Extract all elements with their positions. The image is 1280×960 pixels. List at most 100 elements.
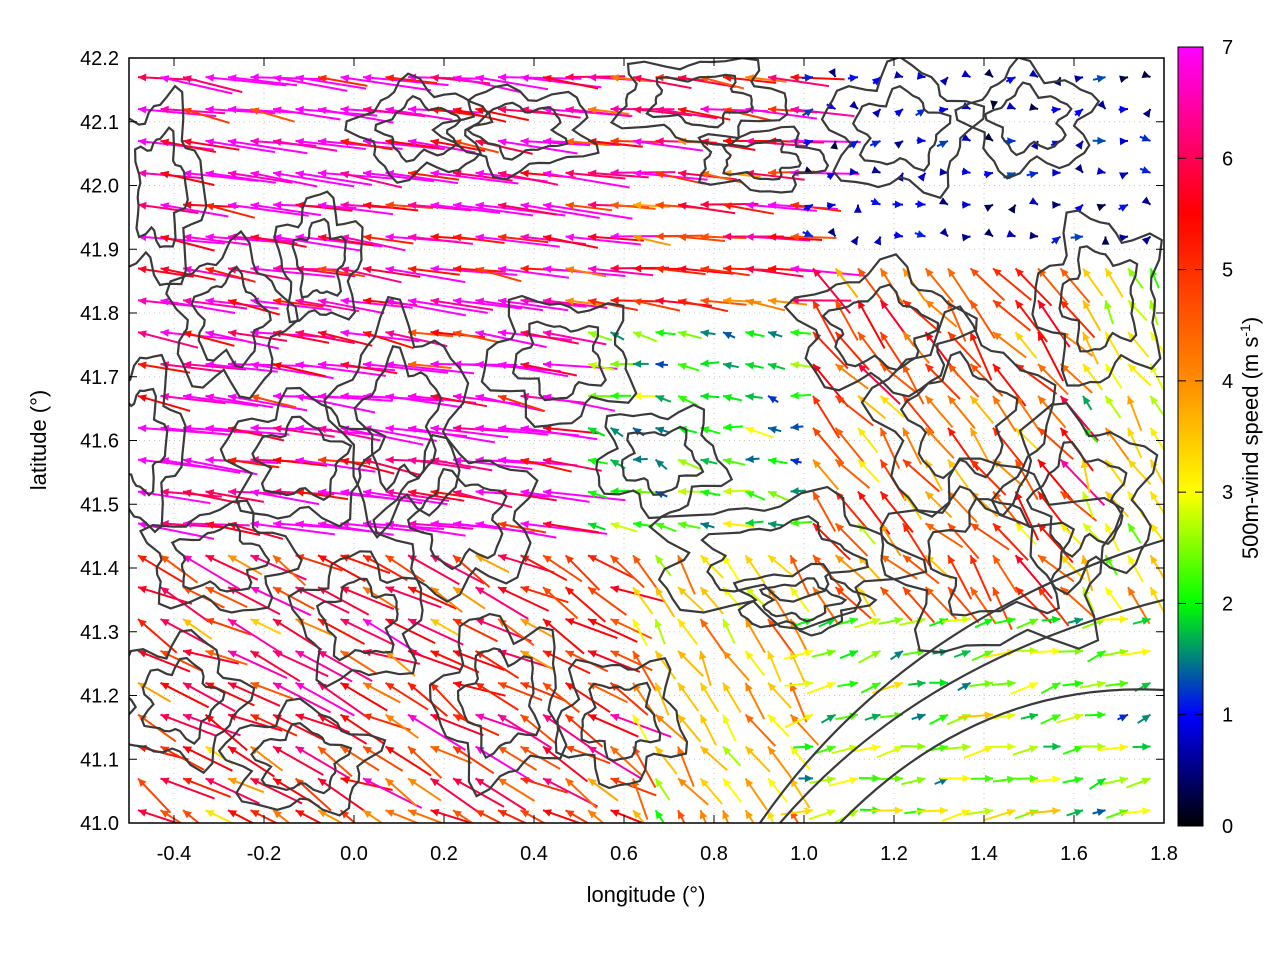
wind-vector — [767, 426, 782, 434]
wind-vector — [407, 489, 465, 502]
wind-vector-shaft — [340, 522, 424, 533]
wind-vector-head — [700, 778, 709, 788]
wind-vector-head — [1083, 364, 1091, 373]
wind-vector-shaft — [969, 554, 992, 602]
wind-vector-head — [826, 714, 836, 722]
wind-vector-head — [475, 810, 485, 818]
wind-vector — [137, 649, 191, 673]
wind-vector-head — [880, 587, 889, 596]
wind-vector-shaft — [362, 203, 419, 212]
wind-vector — [272, 586, 315, 610]
wind-vector-shaft — [1014, 363, 1058, 395]
wind-vector-head — [385, 74, 394, 82]
terrain-contour-line — [250, 722, 353, 795]
wind-vector-head — [273, 233, 282, 242]
wind-vector — [722, 361, 739, 370]
wind-vector — [587, 490, 608, 499]
wind-vector-shaft — [182, 554, 241, 591]
wind-vector-head — [138, 555, 147, 563]
wind-vector — [924, 299, 958, 328]
wind-vector-head — [228, 682, 237, 690]
wind-vector-shaft — [227, 299, 280, 316]
wind-vector-head — [543, 234, 552, 242]
wind-vector-head — [880, 427, 888, 437]
wind-vector — [813, 745, 836, 755]
wind-vector-head — [228, 810, 237, 818]
wind-vector-head — [1119, 743, 1128, 752]
wind-vector — [407, 520, 474, 530]
wind-vector — [520, 809, 547, 823]
wind-vector-shaft — [497, 713, 553, 749]
wind-vector-head — [588, 331, 597, 339]
wind-vector — [497, 713, 553, 749]
wind-vector-shaft — [475, 394, 545, 413]
wind-vector-head — [970, 459, 979, 469]
wind-vector-head — [250, 587, 260, 595]
wind-vector — [610, 777, 657, 797]
wind-vector — [542, 777, 599, 808]
wind-vector-head — [1119, 680, 1128, 688]
wind-vector-head — [318, 106, 327, 115]
wind-vector-head — [520, 74, 529, 82]
wind-vector — [430, 649, 480, 674]
wind-vector — [677, 395, 698, 407]
wind-vector-shaft — [317, 681, 368, 719]
wind-vector-head — [655, 650, 664, 660]
wind-vector-shaft — [655, 108, 718, 120]
wind-vector-head — [295, 361, 304, 369]
wind-vector — [1104, 299, 1114, 325]
wind-vector — [806, 681, 836, 695]
wind-vector-shaft — [1037, 331, 1065, 382]
wind-vector-shaft — [745, 235, 811, 242]
wind-vector-shaft — [250, 809, 279, 823]
wind-vector-head — [939, 777, 948, 786]
wind-vector-shaft — [655, 267, 706, 276]
wind-vector — [452, 330, 499, 344]
wind-vector-head — [363, 360, 372, 369]
wind-vector — [250, 586, 312, 617]
wind-vector-head — [678, 587, 687, 596]
wind-vector — [182, 713, 241, 737]
wind-vector-head — [498, 778, 507, 786]
wind-vector-shaft — [385, 363, 475, 375]
wind-vector — [1118, 203, 1129, 212]
wind-vector-head — [939, 77, 948, 86]
wind-vector-head — [453, 233, 462, 242]
wind-vector — [227, 170, 293, 184]
wind-vector — [250, 777, 303, 805]
wind-vector-head — [183, 619, 192, 627]
wind-vector-head — [826, 745, 836, 753]
wind-vector-head — [678, 233, 687, 242]
wind-vector — [542, 520, 600, 534]
wind-vector-shaft — [407, 490, 465, 502]
wind-vector — [272, 362, 327, 378]
wind-vector-head — [138, 137, 147, 146]
wind-vector — [812, 395, 841, 439]
wind-vector — [542, 745, 589, 783]
wind-vector — [564, 586, 606, 623]
wind-vector-head — [565, 137, 574, 146]
wind-vector — [272, 170, 355, 188]
wind-vector — [849, 100, 859, 110]
wind-vector-head — [273, 555, 282, 564]
wind-vector-head — [250, 778, 260, 786]
wind-vector-head — [1052, 106, 1061, 114]
wind-vector-head — [790, 73, 799, 82]
x-axis-ticks: -0.4 -0.2 0.0 0.2 0.4 0.6 0.8 1.0 1.2 1.4 1.6 1.8 — [157, 58, 1178, 865]
wind-vector-head — [1015, 523, 1024, 532]
wind-vector-shaft — [429, 777, 479, 813]
wind-vector-head — [318, 555, 327, 563]
wind-vector-shaft — [407, 522, 474, 530]
wind-vector-head — [961, 809, 971, 817]
wind-vector — [820, 713, 836, 724]
wind-vector — [610, 201, 656, 210]
wind-vector — [969, 554, 992, 602]
wind-vector-head — [228, 201, 237, 210]
wind-vector-shaft — [520, 681, 567, 702]
wind-vector — [1056, 713, 1084, 724]
terrain-contour-line — [758, 577, 848, 623]
wind-vector-head — [363, 713, 372, 721]
wind-vector-head — [205, 170, 215, 178]
wind-vector — [475, 554, 510, 574]
wind-vector-shaft — [227, 426, 285, 442]
